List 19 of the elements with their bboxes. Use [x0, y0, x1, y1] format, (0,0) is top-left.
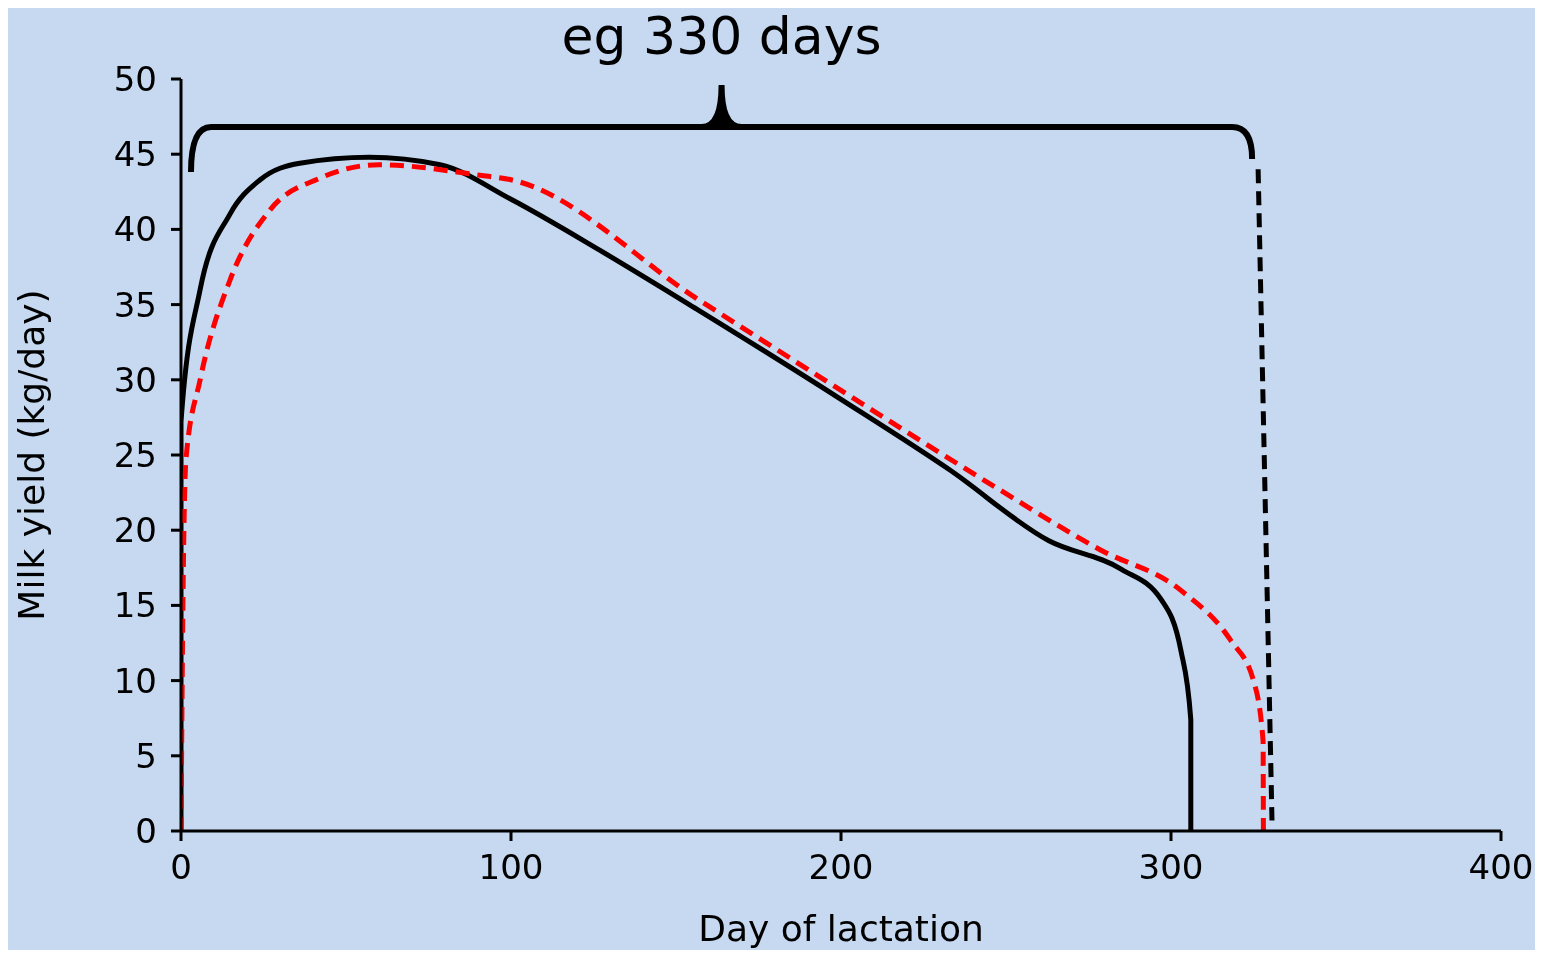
x-tick-label: 200	[808, 847, 874, 888]
y-tick-label: 45	[113, 134, 157, 175]
y-tick-label: 40	[113, 209, 157, 250]
y-tick-label: 50	[113, 59, 157, 100]
y-tick-label: 10	[113, 660, 157, 701]
y-tick-label: 25	[113, 435, 157, 476]
x-tick-label: 100	[478, 847, 544, 888]
y-tick-label: 0	[135, 811, 157, 852]
text: eg 330 days	[560, 6, 883, 66]
y-tick-label: 5	[135, 735, 157, 776]
y-tick-label: 35	[113, 284, 157, 325]
x-tick-label: 300	[1138, 847, 1204, 888]
y-tick-label: 20	[113, 510, 157, 551]
y-tick-label: 30	[113, 359, 157, 400]
x-tick-label: 0	[170, 847, 192, 888]
y-tick-label: 15	[113, 585, 157, 626]
x-tick-label: 400	[1468, 847, 1534, 888]
x-axis-title: Day of lactation	[698, 908, 984, 949]
y-axis-title: Milk yield (kg/day)	[10, 289, 52, 621]
